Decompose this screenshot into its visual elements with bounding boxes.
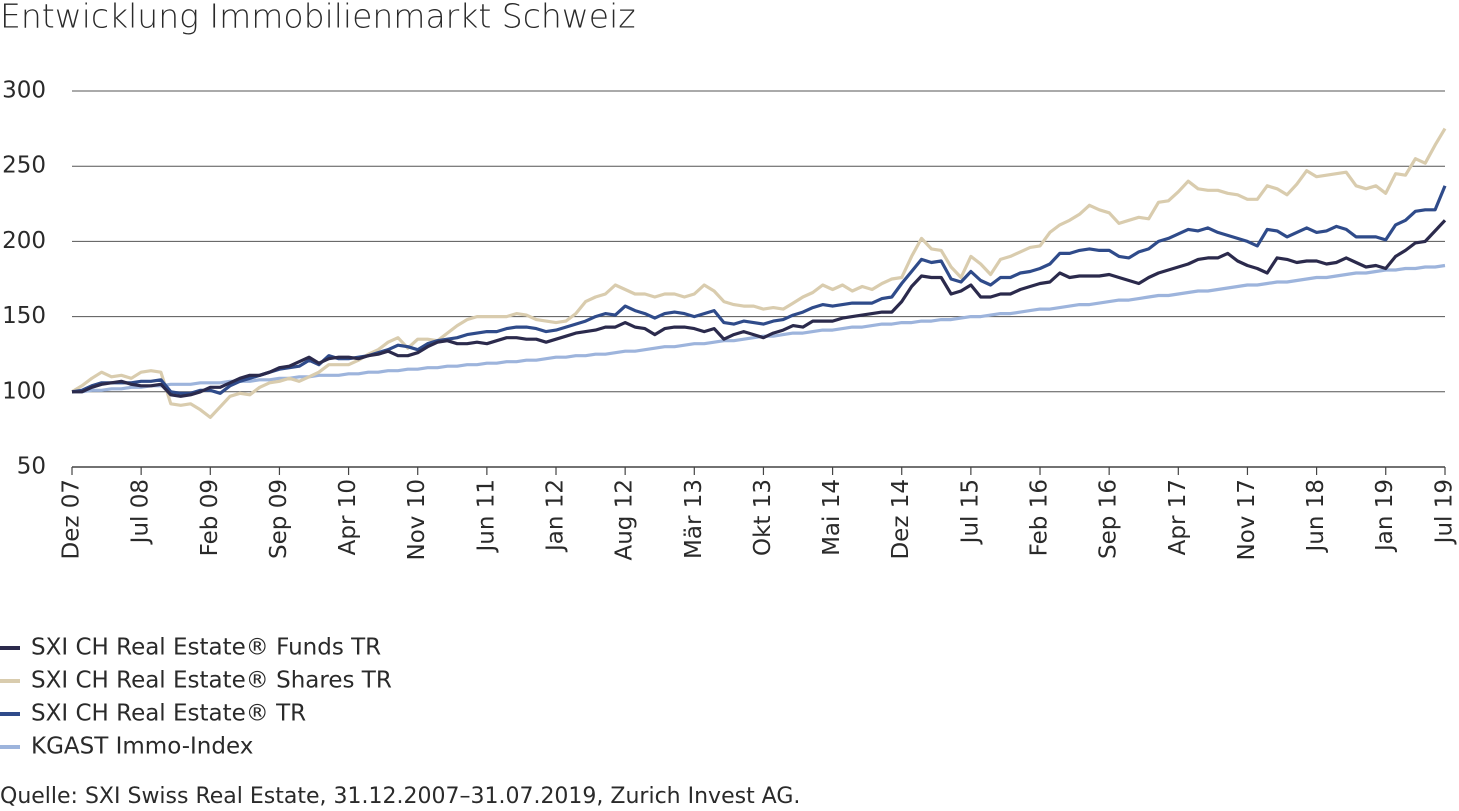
legend-label: KGAST Immo-Index [31, 734, 253, 760]
x-tick-label: Feb 09 [197, 479, 223, 556]
y-tick-label: 250 [2, 153, 46, 179]
legend-label: SXI CH Real Estate® Funds TR [31, 635, 381, 661]
series-line [72, 263, 1446, 394]
x-tick-label: Jan 12 [543, 479, 569, 553]
x-tick-label: Nov 17 [1234, 479, 1260, 560]
x-tick-label: Jul 19 [1432, 479, 1458, 545]
y-tick-label: 50 [17, 454, 46, 480]
x-tick-label: Jun 18 [1303, 479, 1329, 554]
legend-label: SXI CH Real Estate® Shares TR [31, 668, 392, 694]
series-line [72, 219, 1447, 398]
x-tick-label: Apr 17 [1165, 479, 1191, 555]
x-tick-label: Mär 13 [681, 479, 707, 559]
x-tick-label: Nov 10 [404, 479, 430, 560]
source-note: Quelle: SXI Swiss Real Estate, 31.12.200… [0, 784, 800, 809]
x-tick-label: Jul 15 [957, 479, 983, 545]
x-tick-label: Mai 14 [819, 479, 845, 556]
x-tick-label: Dez 07 [59, 479, 85, 560]
x-tick-label: Jun 11 [473, 479, 499, 554]
x-tick-label: Jul 08 [128, 479, 154, 545]
x-tick-label: Sep 16 [1096, 479, 1122, 559]
y-tick-label: 200 [2, 228, 46, 254]
chart-title: Entwicklung Immobilienmarkt Schweiz [0, 0, 636, 36]
legend-label: SXI CH Real Estate® TR [31, 701, 306, 727]
x-tick-label: Jan 19 [1372, 479, 1398, 553]
x-tick-label: Dez 14 [888, 479, 914, 560]
series-line [71, 185, 1447, 395]
series-line [71, 127, 1447, 419]
y-tick-label: 300 [2, 78, 46, 104]
x-tick-label: Aug 12 [612, 479, 638, 561]
x-tick-label: Feb 16 [1027, 479, 1053, 556]
y-tick-label: 100 [2, 378, 46, 404]
x-tick-label: Sep 09 [266, 479, 292, 559]
x-tick-label: Apr 10 [335, 479, 361, 555]
x-tick-label: Okt 13 [750, 479, 776, 556]
y-tick-label: 150 [2, 303, 46, 329]
